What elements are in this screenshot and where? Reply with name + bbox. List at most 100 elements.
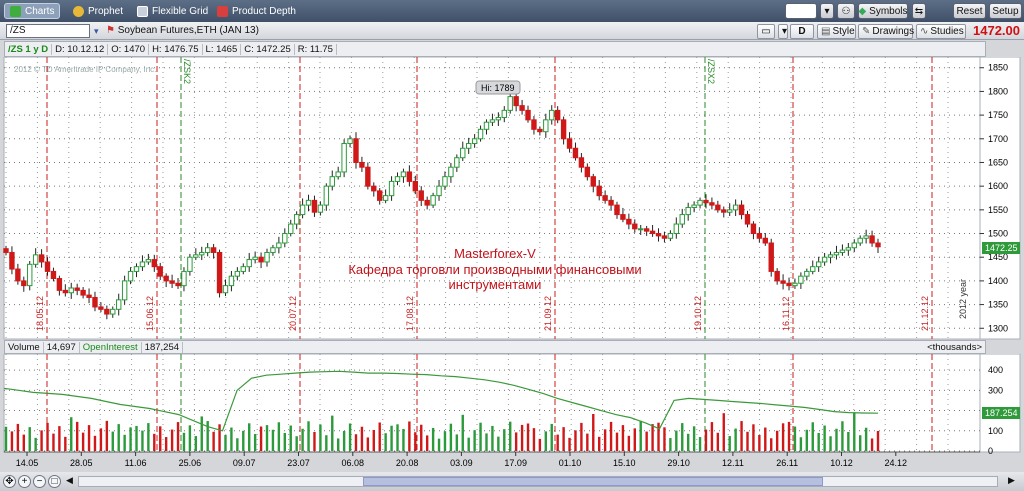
volume-bar: [876, 430, 880, 451]
zoom-out-icon[interactable]: −: [33, 475, 46, 488]
volume-bar: [479, 422, 482, 451]
volume-bar: [331, 415, 334, 451]
tab-flexible-grid[interactable]: Flexible Grid: [132, 3, 213, 19]
volume-chart[interactable]: 4003002001000 187.254 14.0528.0511.0625.…: [0, 354, 1024, 472]
scroll-thumb[interactable]: [363, 477, 823, 486]
candle-body: [537, 128, 543, 133]
studies-button[interactable]: ∿ Studies: [916, 24, 966, 39]
price-plot-area: [3, 57, 981, 340]
candle-body: [317, 204, 324, 213]
candle-body: [501, 109, 507, 118]
watermark-title: Masterforex-V: [454, 246, 536, 261]
volume-tick-label: 0: [988, 446, 993, 456]
contract-roll-label: /ZSK2: [182, 59, 192, 84]
volume-tick-label: 300: [988, 385, 1003, 395]
tab-charts[interactable]: Charts: [4, 3, 61, 19]
volume-bar: [253, 434, 257, 451]
close-value: C: 1472.25: [241, 43, 295, 55]
quote-info-bar: /ZS 1 y D D: 10.12.12 O: 1470 H: 1476.75…: [4, 41, 986, 57]
candle-body: [169, 280, 175, 284]
last-price: 1472.00: [973, 23, 1020, 38]
candle-body: [127, 270, 134, 282]
volume-bar: [544, 431, 548, 451]
volume-label: Volume: [5, 341, 44, 353]
price-chart[interactable]: 18.05.12 15.06.12 20.07.12 17.08.12 21.09.12…: [0, 57, 1024, 340]
candle-body: [323, 185, 330, 206]
symbol-input[interactable]: /ZS: [6, 24, 90, 38]
candle-body: [436, 185, 442, 197]
candle-body: [863, 235, 869, 239]
volume-bar: [461, 414, 464, 451]
volume-bar: [194, 436, 198, 451]
reset-button[interactable]: Reset: [953, 3, 986, 19]
date-tick-label: 26.11: [776, 458, 798, 468]
tab-prophet[interactable]: Prophet: [68, 3, 128, 19]
symbols-button[interactable]: ◆ Symbols: [858, 3, 908, 19]
volume-bar: [633, 428, 636, 451]
candle-body: [365, 166, 371, 187]
price-tick-label: 1750: [988, 110, 1008, 120]
volume-bar: [847, 431, 850, 451]
volume-bar: [360, 426, 364, 451]
candle-body: [786, 282, 792, 287]
volume-bar: [182, 432, 186, 451]
layout-selector[interactable]: [785, 3, 817, 19]
candle-body: [667, 233, 674, 239]
zoom-fit-icon[interactable]: □: [48, 475, 61, 488]
volume-bar: [823, 425, 826, 451]
candle-body: [68, 287, 74, 294]
period-line-label: 17.08.12: [405, 296, 415, 331]
volume-bar: [615, 432, 619, 451]
candle-body: [204, 247, 211, 253]
volume-bar: [224, 435, 227, 451]
candle-body: [424, 199, 430, 206]
grid-icon: [137, 5, 148, 17]
candle-body: [572, 147, 579, 159]
period-line-label: 18.05.12: [35, 296, 45, 331]
candle-body: [104, 308, 110, 315]
drawings-button[interactable]: ✎ Drawings: [858, 24, 914, 39]
scroll-left-icon[interactable]: ◀: [66, 475, 73, 485]
volume-bar: [473, 430, 476, 451]
candle-body: [626, 218, 632, 225]
tab-label: Product Depth: [232, 5, 296, 17]
pan-icon[interactable]: ✥: [3, 475, 16, 488]
zoom-in-icon[interactable]: +: [18, 475, 31, 488]
setup-button[interactable]: Setup: [989, 3, 1022, 19]
volume-bar: [52, 433, 55, 451]
volume-bar: [420, 424, 423, 451]
volume-bar: [592, 413, 595, 451]
candle-body: [394, 176, 401, 182]
candle-body: [371, 185, 377, 192]
volume-bar: [425, 435, 429, 451]
candle-body: [264, 251, 270, 263]
symbol-lookup-icon[interactable]: ▾: [94, 26, 99, 36]
candle-body: [246, 259, 252, 268]
scroll-track[interactable]: [78, 476, 998, 487]
price-tick-label: 1300: [988, 323, 1008, 333]
candle-body: [721, 209, 727, 213]
depth-icon: [217, 5, 228, 17]
candle-body: [282, 233, 288, 244]
candle-body: [133, 266, 140, 272]
zoom-out-icon[interactable]: ▭: [757, 24, 775, 39]
period-button[interactable]: D: [790, 24, 814, 39]
volume-bar: [354, 434, 358, 451]
link-toggle-icon[interactable]: ⇆: [912, 3, 926, 19]
period-dropdown-icon[interactable]: ▾: [778, 24, 788, 39]
volume-bar: [770, 438, 773, 451]
volume-bar: [870, 438, 874, 451]
volume-bar: [793, 426, 797, 451]
candle-body: [483, 121, 490, 130]
scroll-right-icon[interactable]: ▶: [1008, 475, 1015, 485]
oi-label: OpenInterest: [80, 341, 142, 353]
candle-body: [584, 166, 591, 178]
candle-body: [299, 204, 306, 216]
candle-body: [406, 171, 413, 182]
link-icon[interactable]: ⚇: [837, 3, 855, 19]
tab-product-depth[interactable]: Product Depth: [212, 3, 301, 19]
dropdown-icon[interactable]: ▾: [820, 3, 834, 19]
style-button[interactable]: ▤ Style: [817, 24, 856, 39]
price-tick-label: 1650: [988, 157, 1008, 167]
volume-bar: [817, 433, 820, 451]
